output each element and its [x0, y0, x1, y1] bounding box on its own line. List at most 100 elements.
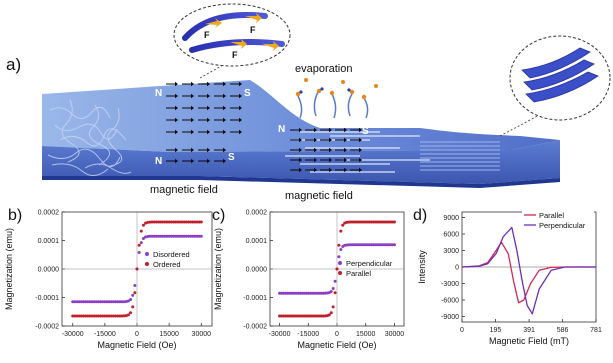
data-point: [163, 220, 167, 224]
legend-marker: [145, 262, 149, 266]
data-point: [329, 311, 333, 315]
panel-a: a): [6, 3, 611, 202]
x-tick-label: 30000: [385, 331, 405, 338]
field-arrowhead: [223, 147, 226, 153]
data-point: [103, 314, 107, 318]
data-point: [120, 300, 124, 304]
field-arrowhead: [344, 147, 347, 153]
field-arrowhead: [314, 167, 317, 173]
y-axis-label: Magnetization (emu): [213, 228, 223, 310]
data-point: [193, 220, 197, 224]
field-arrowhead: [191, 117, 194, 123]
field-arrowhead: [223, 117, 226, 123]
data-point: [189, 220, 193, 224]
x-tick-label: 391: [523, 327, 535, 334]
data-point: [126, 313, 130, 317]
data-point: [150, 234, 154, 238]
solvent-molecules: [295, 78, 378, 119]
force-rods: F F F: [182, 11, 285, 60]
data-point: [92, 300, 96, 304]
data-point: [111, 314, 115, 318]
field-arrowhead: [314, 157, 317, 163]
field-arrowhead: [191, 129, 194, 135]
data-point: [159, 220, 163, 224]
data-point: [103, 300, 107, 304]
data-point: [150, 220, 154, 224]
slab-front: [42, 140, 560, 184]
data-point: [81, 300, 85, 304]
data-point: [118, 300, 122, 304]
data-point: [392, 220, 396, 224]
film-layers: [521, 47, 599, 103]
data-point: [133, 291, 137, 295]
y-tick-label: -0.0002: [35, 324, 59, 331]
field-arrowhead: [359, 137, 362, 143]
data-point: [96, 314, 100, 318]
data-point: [191, 220, 195, 224]
data-point: [159, 234, 163, 238]
legend-marker: [338, 271, 342, 275]
data-point: [182, 234, 186, 238]
zoom-leader-right: [499, 111, 546, 137]
field-arrowhead: [299, 147, 302, 153]
field-arrowhead: [329, 157, 332, 163]
x-tick-label: 15000: [159, 331, 179, 338]
x-tick-label: 15000: [356, 331, 376, 338]
data-point: [96, 300, 100, 304]
field-arrowhead: [191, 93, 194, 99]
x-tick-label: -30000: [62, 331, 84, 338]
field-arrowhead: [223, 129, 226, 135]
y-tick-label: 0.0001: [246, 238, 268, 245]
data-point: [77, 300, 81, 304]
slab-top: [42, 80, 560, 152]
data-point: [86, 314, 90, 318]
data-point: [148, 234, 152, 238]
data-point: [139, 241, 143, 245]
field-arrowhead: [329, 127, 332, 133]
legend-label: Parallel: [346, 269, 371, 278]
force-label-1: F: [204, 30, 210, 40]
data-point: [182, 220, 186, 224]
field-arrowhead: [344, 127, 347, 133]
field-arrows-top: [166, 81, 242, 135]
stacked-film: [420, 141, 500, 171]
data-point: [73, 314, 77, 318]
data-point: [327, 313, 331, 317]
field-arrowhead: [223, 81, 226, 87]
data-point: [71, 314, 75, 318]
series-line: [461, 226, 596, 315]
data-point: [333, 279, 337, 283]
y-tick-label: -3000: [441, 281, 459, 288]
data-point: [333, 291, 337, 295]
data-point: [131, 305, 135, 309]
field-arrowhead: [207, 81, 210, 87]
data-point: [392, 243, 396, 247]
data-point: [86, 300, 90, 304]
chart-d: d) 0 195 391 586 781 -9000 -6000 -3000 0 3000 6000 9…: [413, 207, 602, 346]
zoom-bubble-forces: [173, 3, 291, 67]
field-arrowhead: [299, 137, 302, 143]
x-tick-label: -15000: [297, 331, 319, 338]
y-tick-label: 0.0000: [38, 267, 60, 274]
data-point: [71, 300, 75, 304]
x-axis-label: Magnetic Field (Oe): [97, 340, 176, 350]
data-point: [337, 255, 341, 259]
data-point: [109, 300, 113, 304]
legend-label: Ordered: [153, 260, 181, 269]
field-arrowhead: [239, 81, 242, 87]
field-arrowhead: [314, 137, 317, 143]
legend-label: Perpendicular: [539, 221, 586, 230]
x-tick-label: 0: [135, 331, 139, 338]
data-point: [90, 314, 94, 318]
field-arrowhead: [223, 93, 226, 99]
field-arrowhead: [207, 158, 210, 164]
data-point: [75, 314, 79, 318]
data-point: [118, 314, 122, 318]
data-point: [180, 220, 184, 224]
field-arrows-mid: [290, 127, 362, 173]
data-point: [163, 234, 167, 238]
x-axis-label: Magnetic Field (Oe): [297, 340, 376, 350]
data-point: [73, 300, 77, 304]
field-arrowhead: [175, 147, 178, 153]
